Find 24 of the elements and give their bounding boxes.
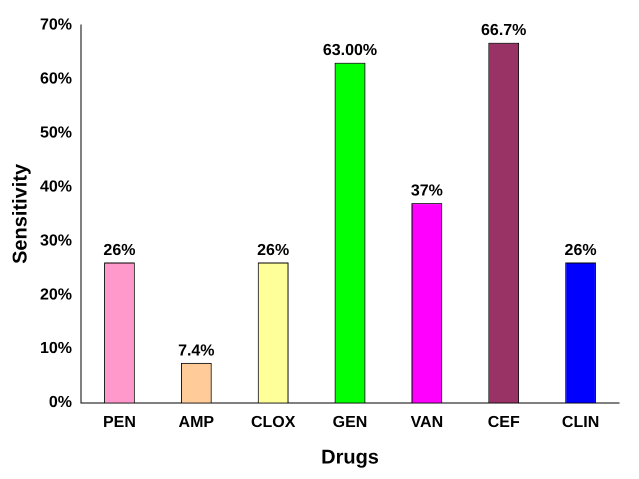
y-tick-label: 0% (48, 394, 72, 412)
x-tick-label: CLIN (562, 414, 600, 431)
data-label: 26% (103, 242, 136, 259)
data-label: 7.4% (178, 342, 215, 360)
y-tick-label: 20% (40, 286, 72, 304)
y-tick-label: 50% (40, 124, 72, 142)
x-tick-label: VAN (410, 414, 444, 431)
y-tick-label: 60% (40, 70, 72, 88)
x-tick-label: AMP (178, 414, 214, 431)
x-tick-label: GEN (332, 414, 368, 431)
x-tick-label: CLOX (250, 414, 296, 431)
data-label: 26% (257, 242, 290, 259)
y-tick-label: 40% (40, 178, 72, 196)
data-label: 66.7% (481, 22, 526, 40)
x-axis-title: Drugs (321, 446, 379, 469)
y-tick-label: 10% (40, 340, 72, 358)
y-tick-label: 30% (40, 232, 72, 250)
data-label: 37% (410, 182, 443, 200)
y-axis-title: Sensitivity (10, 163, 32, 264)
x-tick-label: CEF (488, 414, 520, 431)
data-label: 26% (564, 242, 597, 259)
data-label: 63.00% (322, 42, 378, 60)
x-tick-label: PEN (102, 414, 136, 431)
y-tick-label: 70% (40, 16, 72, 34)
